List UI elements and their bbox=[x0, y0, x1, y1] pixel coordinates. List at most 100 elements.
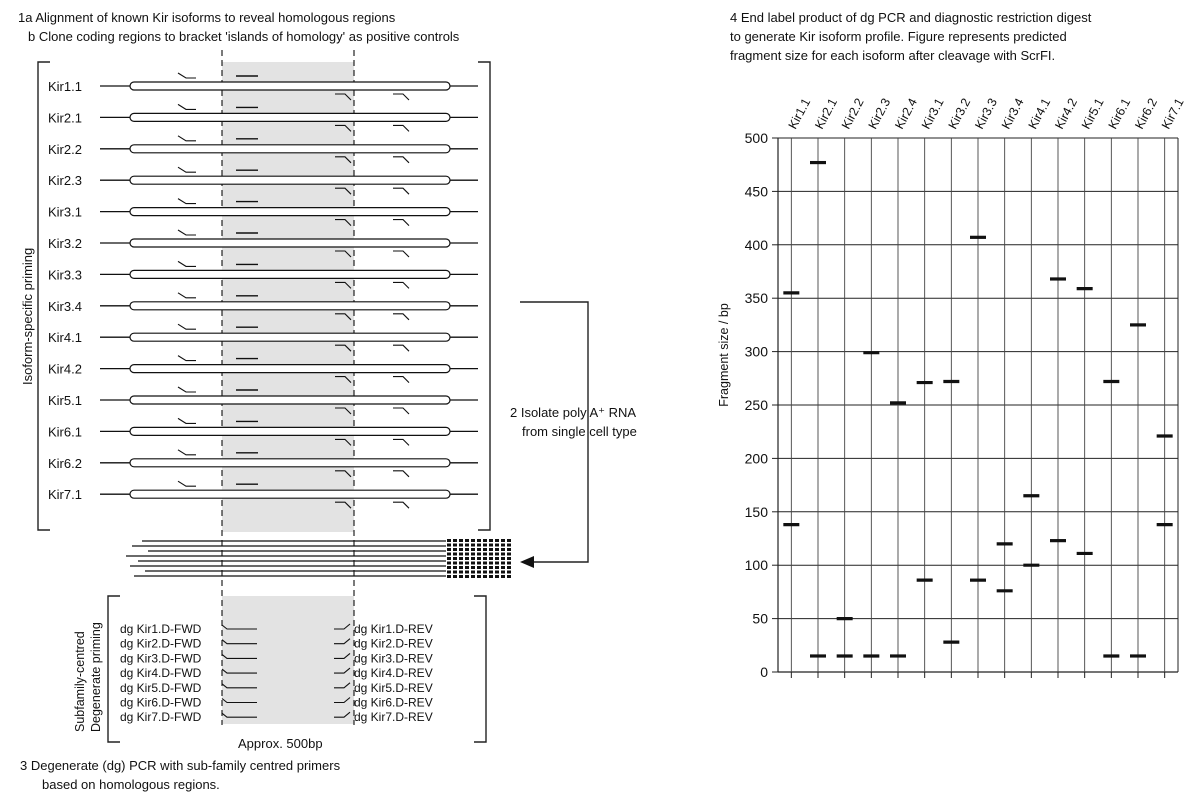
rev-primer-mark-outer bbox=[393, 187, 410, 195]
poly-a-tail-mark bbox=[483, 570, 487, 574]
isoform-label: Kir4.1 bbox=[48, 330, 82, 345]
coding-region-bar bbox=[129, 81, 451, 91]
poly-a-tail-mark bbox=[459, 566, 463, 569]
rev-primer-mark bbox=[335, 124, 352, 132]
degenerate-bracket-right bbox=[474, 595, 487, 743]
y-tick-label: 0 bbox=[760, 664, 768, 680]
isoform-axis-label: Isoform-specific priming bbox=[20, 248, 35, 385]
poly-a-tail-mark bbox=[501, 543, 505, 547]
poly-a-tail-mark bbox=[495, 557, 499, 560]
poly-a-tail-mark bbox=[453, 570, 457, 574]
step-3-text-line1: 3 Degenerate (dg) PCR with sub-family ce… bbox=[20, 758, 341, 773]
poly-a-tail-mark bbox=[447, 543, 451, 547]
poly-a-tail-mark bbox=[489, 543, 493, 547]
fwd-primer-mark bbox=[177, 198, 196, 205]
poly-a-tail-mark bbox=[495, 561, 499, 565]
poly-a-tail-mark bbox=[489, 566, 493, 569]
x-tick-label: Kir6.1 bbox=[1106, 96, 1134, 131]
step-1b-text: b Clone coding regions to bracket 'islan… bbox=[28, 29, 460, 44]
poly-a-tail-mark bbox=[453, 539, 457, 542]
poly-a-tail-mark bbox=[501, 539, 505, 542]
rev-primer-mark bbox=[334, 682, 351, 689]
rev-primer-mark bbox=[335, 93, 352, 101]
poly-a-tail-mark bbox=[495, 548, 499, 551]
rev-primer-mark-outer bbox=[393, 250, 410, 258]
x-tick-label: Kir3.1 bbox=[919, 96, 947, 131]
poly-a-tail-mark bbox=[459, 570, 463, 574]
step-3-text-line2: based on homologous regions. bbox=[42, 777, 220, 792]
poly-a-tail-mark bbox=[471, 570, 475, 574]
rev-primer-mark bbox=[335, 438, 352, 446]
poly-a-tail-mark bbox=[471, 575, 475, 578]
fwd-primer-mark bbox=[221, 712, 257, 718]
poly-a-tail-mark bbox=[453, 557, 457, 560]
poly-a-tail-mark bbox=[471, 561, 475, 565]
coding-region-bar bbox=[129, 207, 451, 217]
poly-a-tail-mark bbox=[453, 566, 457, 569]
poly-a-tail-mark bbox=[447, 566, 451, 569]
poly-a-tail-mark bbox=[471, 548, 475, 551]
isoform-row: Kir3.3 bbox=[48, 260, 478, 289]
rev-primer-mark bbox=[335, 156, 352, 164]
poly-a-tail-mark bbox=[483, 543, 487, 547]
isoform-row: Kir7.1 bbox=[48, 480, 478, 509]
poly-a-tail-mark bbox=[477, 539, 481, 542]
fwd-primer-mark bbox=[177, 386, 196, 393]
rev-primer-mark-outer bbox=[393, 470, 410, 478]
isoform-label: Kir7.1 bbox=[48, 487, 82, 502]
rev-primer-mark bbox=[335, 470, 352, 478]
poly-a-tail-mark bbox=[489, 570, 493, 574]
coding-region-bar bbox=[129, 238, 451, 248]
poly-a-tail-mark bbox=[471, 539, 475, 542]
x-tick-label: Kir3.3 bbox=[972, 96, 1000, 131]
rev-primer-mark bbox=[335, 219, 352, 226]
y-tick-label: 350 bbox=[745, 290, 769, 306]
rev-primer-label: dg Kir3.D-REV bbox=[354, 651, 433, 665]
isoform-label: Kir6.1 bbox=[48, 424, 82, 439]
coding-region-bar bbox=[129, 112, 451, 123]
arrow-head bbox=[520, 556, 534, 568]
fwd-primer-mark bbox=[221, 639, 257, 645]
poly-a-tail-mark bbox=[507, 539, 511, 542]
poly-a-tail-mark bbox=[501, 561, 505, 565]
x-tick-label: Kir2.4 bbox=[892, 96, 920, 131]
poly-a-tail-mark bbox=[507, 570, 511, 574]
coding-region-bar bbox=[129, 364, 451, 374]
poly-a-tail-mark bbox=[465, 570, 469, 574]
poly-a-tail-mark bbox=[483, 557, 487, 560]
x-tick-label: Kir3.4 bbox=[999, 96, 1027, 131]
poly-a-tail-mark bbox=[495, 543, 499, 547]
step-4-text-line2: to generate Kir isoform profile. Figure … bbox=[730, 29, 1067, 44]
poly-a-tail-mark bbox=[471, 552, 475, 556]
isoform-label: Kir6.2 bbox=[48, 456, 82, 471]
poly-a-tail-mark bbox=[495, 575, 499, 578]
poly-a-tail-mark bbox=[471, 543, 475, 547]
rev-primer-mark-outer bbox=[393, 219, 410, 226]
rev-primer-mark-outer bbox=[393, 313, 410, 321]
poly-a-tail-mark bbox=[459, 575, 463, 578]
rev-primer-mark bbox=[335, 501, 352, 509]
poly-a-tail-mark bbox=[489, 548, 493, 551]
rev-primer-mark-outer bbox=[393, 376, 410, 383]
poly-a-tail-mark bbox=[459, 561, 463, 565]
x-tick-label: Kir1.1 bbox=[786, 96, 814, 131]
isoform-row: Kir3.2 bbox=[48, 229, 478, 258]
isoform-label: Kir3.1 bbox=[48, 205, 82, 220]
poly-a-tail-mark bbox=[453, 548, 457, 551]
rev-primer-label: dg Kir4.D-REV bbox=[354, 666, 433, 680]
poly-a-tail-mark bbox=[465, 557, 469, 560]
x-tick-label: Kir2.2 bbox=[839, 96, 867, 131]
poly-a-tail-mark bbox=[465, 539, 469, 542]
isoform-label: Kir4.2 bbox=[48, 362, 82, 377]
rev-primer-mark bbox=[334, 697, 351, 704]
fwd-primer-mark bbox=[177, 355, 196, 362]
poly-a-tail-mark bbox=[471, 557, 475, 560]
rev-primer-mark-outer bbox=[393, 124, 410, 132]
y-tick-label: 200 bbox=[745, 450, 769, 466]
coding-region-bar bbox=[129, 489, 451, 499]
poly-a-tail-mark bbox=[477, 570, 481, 574]
step-2-connector bbox=[520, 301, 589, 563]
x-tick-label: Kir7.1 bbox=[1159, 96, 1187, 131]
poly-a-tail-mark bbox=[501, 575, 505, 578]
